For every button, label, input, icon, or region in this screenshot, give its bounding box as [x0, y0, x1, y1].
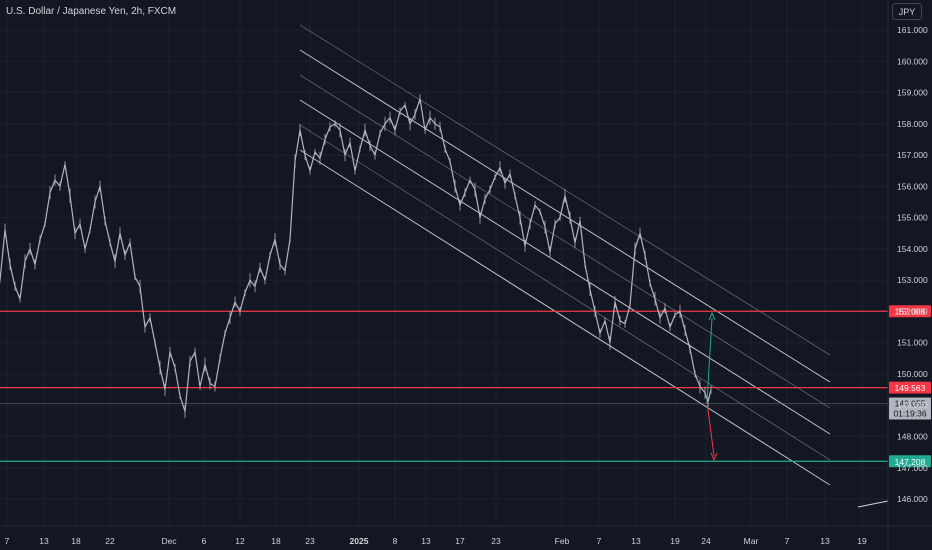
level-label-bg — [889, 455, 931, 468]
time-tick-label: 13 — [421, 536, 431, 546]
currency-button[interactable]: JPY — [892, 3, 922, 20]
time-axis: 7 13 18 22 Dec 6 12 18 23 2025 8 13 17 23 Feb 7 13 19 24 Ma… — [0, 525, 932, 546]
level-label: 147.208 — [895, 457, 926, 467]
price-tick-label: 147.000 — [897, 463, 928, 473]
price-tick-label: 160.000 — [897, 56, 928, 66]
channel-line — [299, 49, 831, 383]
channel-line — [299, 124, 831, 461]
trend-segment — [857, 500, 889, 508]
time-tick-label: 24 — [701, 536, 711, 546]
time-tick-label: 2025 — [350, 536, 369, 546]
time-tick-label: Mar — [744, 536, 759, 546]
channel-line — [299, 149, 831, 486]
price-line — [0, 98, 712, 413]
down-arrow-line — [706, 401, 715, 457]
time-tick-label: 19 — [670, 536, 680, 546]
time-tick-label: 6 — [202, 536, 207, 546]
time-tick-label: 8 — [393, 536, 398, 546]
price-tick-label: 156.000 — [897, 181, 928, 191]
projection-arrows — [706, 311, 718, 462]
price-tick-label: 153.000 — [897, 275, 928, 285]
time-tick-label: 22 — [105, 536, 115, 546]
time-tick-label: 13 — [820, 536, 830, 546]
up-arrow-head — [708, 311, 716, 321]
time-tick-label: 19 — [857, 536, 867, 546]
time-tick-label: 23 — [305, 536, 315, 546]
price-tick-label: 149.000 — [897, 400, 928, 410]
time-tick-label: 18 — [71, 536, 81, 546]
level-label-bg — [889, 381, 931, 394]
price-series — [0, 94, 712, 418]
price-tick-label: 158.000 — [897, 119, 928, 129]
countdown-label: 01:19:36 — [893, 409, 926, 419]
time-tick-label: 17 — [455, 536, 465, 546]
price-tick-label: 159.000 — [897, 88, 928, 98]
time-tick-label: 7 — [597, 536, 602, 546]
level-label: 152.006 — [895, 307, 926, 317]
current-price-bg — [889, 397, 931, 420]
up-arrow-line — [706, 317, 713, 403]
level-label-bg — [889, 305, 931, 318]
time-tick-label: 13 — [631, 536, 641, 546]
price-tick-label: 150.000 — [897, 369, 928, 379]
time-tick-label: 12 — [235, 536, 245, 546]
time-tick-label: Feb — [555, 536, 570, 546]
price-axis: 146.000 147.000 148.000 149.000 150.000 151.0… — [887, 0, 928, 550]
down-arrow-head — [710, 452, 718, 462]
time-tick-label: 7 — [5, 536, 10, 546]
price-bars — [0, 94, 712, 418]
chart-title: U.S. Dollar / Japanese Yen, 2h, FXCM — [6, 6, 177, 17]
time-tick-label: 18 — [271, 536, 281, 546]
price-tick-label: 157.000 — [897, 150, 928, 160]
trend-channel-lines — [299, 24, 889, 508]
time-tick-label: Dec — [161, 536, 177, 546]
price-tick-label: 154.000 — [897, 244, 928, 254]
channel-line — [299, 74, 831, 409]
price-tick-label: 151.000 — [897, 338, 928, 348]
time-tick-label: 23 — [491, 536, 501, 546]
level-label: 149.563 — [895, 383, 926, 393]
time-tick-label: 13 — [39, 536, 49, 546]
price-tick-label: 152.000 — [897, 306, 928, 316]
price-tick-label: 161.000 — [897, 25, 928, 35]
price-tick-label: 146.000 — [897, 494, 928, 504]
current-price-label: 149.055 — [895, 399, 926, 409]
channel-line — [299, 99, 831, 435]
price-tick-label: 148.000 — [897, 432, 928, 442]
chart-grid — [0, 0, 888, 525]
price-tick-label: 155.000 — [897, 213, 928, 223]
time-tick-label: 7 — [785, 536, 790, 546]
